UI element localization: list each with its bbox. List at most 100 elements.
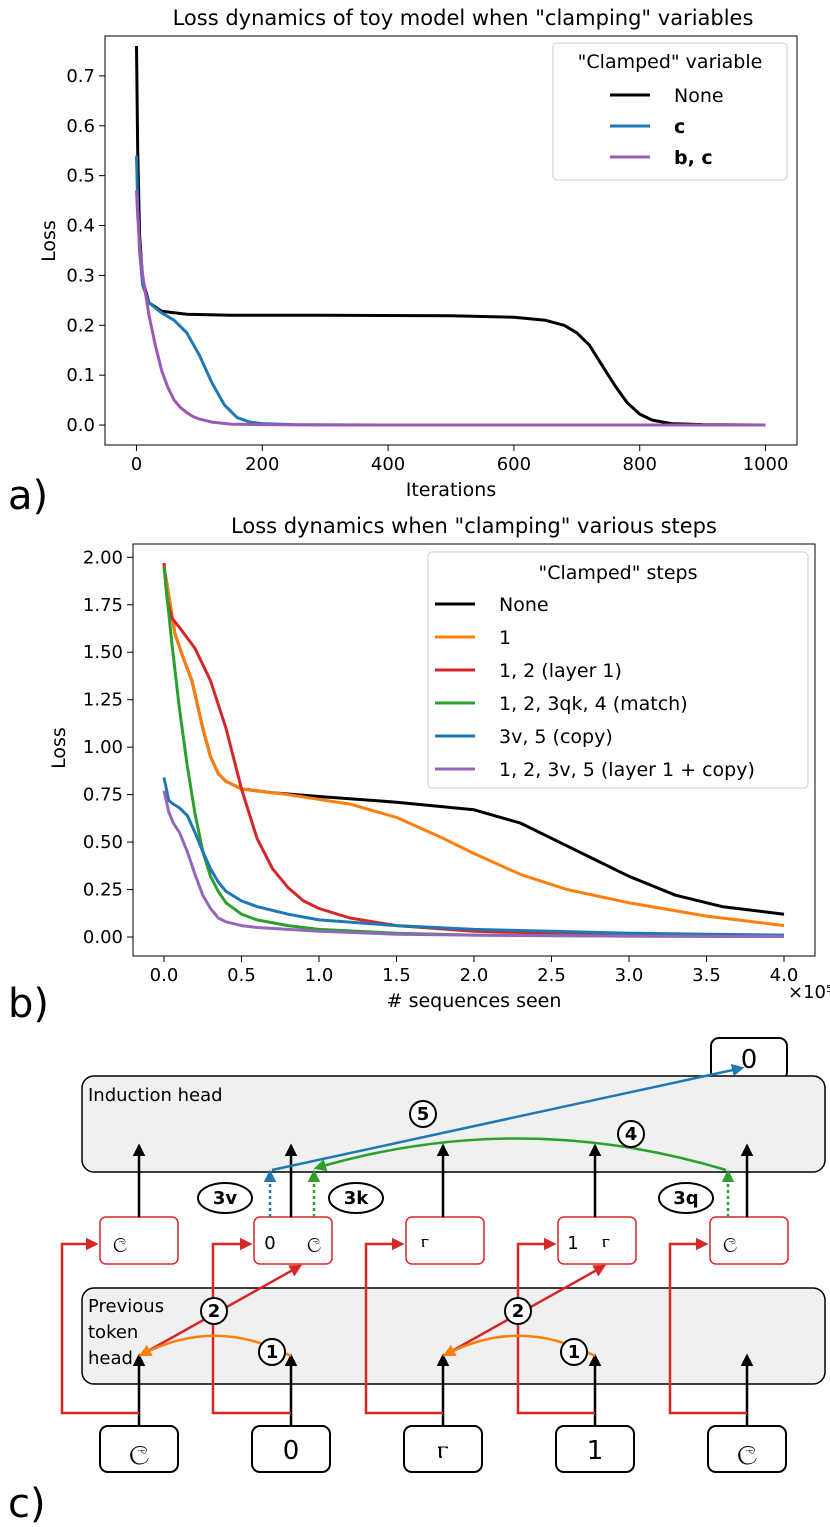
input-token-3: 1 xyxy=(555,1425,635,1473)
badge-step1-right-text: 1 xyxy=(568,1342,581,1363)
chart-b-xtick-label: 4.0 xyxy=(770,965,799,986)
chart-b-xtick-label: 0.5 xyxy=(227,965,256,986)
chart-b-ytick-label: 1.75 xyxy=(83,595,123,616)
chart-b-legend-title: "Clamped" steps xyxy=(538,562,697,584)
badge-step4-text: 4 xyxy=(625,1124,638,1145)
chart-a-xlabel: Iterations xyxy=(406,479,497,501)
chart-b-xtick-label: 1.0 xyxy=(305,965,334,986)
chart-a-xtick-label: 200 xyxy=(245,454,279,475)
induction-head-label: Induction head xyxy=(88,1085,223,1106)
prev-head-label-1: Previous xyxy=(88,1296,164,1317)
chart-b-ylabel: Loss xyxy=(48,727,70,769)
chart-a-ylabel: Loss xyxy=(38,220,60,262)
middle-box-4: ල xyxy=(709,1216,789,1265)
chart-b-legend-label: None xyxy=(499,594,549,616)
badge-step2-right: 2 xyxy=(504,1297,532,1325)
input-token-0: ල xyxy=(99,1425,179,1473)
chart-a-title: Loss dynamics of toy model when "clampin… xyxy=(173,6,754,30)
chart-b-xtick-label: 2.5 xyxy=(537,965,566,986)
badge-step2-right-text: 2 xyxy=(512,1301,525,1322)
middle-box-3-pos: 1 xyxy=(567,1233,578,1254)
badge-step1-left-text: 1 xyxy=(266,1342,279,1363)
chart-b-ytick-label: 2.00 xyxy=(83,547,123,568)
induction-diagram: 0 Induction head Previous token head ල 0… xyxy=(60,1037,826,1473)
chart-b-ytick-label: 0.00 xyxy=(83,927,123,948)
input-token-2-text: ⲅ xyxy=(437,1435,448,1465)
chart-a-legend-label: c xyxy=(674,116,685,138)
chart-b-legend-label: 1, 2, 3qk, 4 (match) xyxy=(499,693,688,715)
chart-a-ytick-label: 0.5 xyxy=(66,166,95,187)
chart-b-legend-label: 1, 2 (layer 1) xyxy=(499,660,622,682)
chart-a-legend-title: "Clamped" variable xyxy=(578,51,763,73)
panel-label-b: b) xyxy=(8,981,49,1027)
chart-a-ytick-label: 0.0 xyxy=(66,415,95,436)
chart-b-xlabel: # sequences seen xyxy=(387,990,562,1012)
badge-step1-left: 1 xyxy=(258,1338,286,1366)
middle-box-3: 1 ⲅ xyxy=(557,1216,637,1265)
chart-b-legend-box xyxy=(427,551,809,789)
middle-box-2-sym: ⲅ xyxy=(421,1231,429,1252)
chart-b-xtick-label: 0.0 xyxy=(150,965,179,986)
chart-b-xtick-label: 3.5 xyxy=(692,965,721,986)
chart-b-xscale: ×10⁵ xyxy=(788,982,830,1003)
badge-step2-left-text: 2 xyxy=(208,1301,221,1322)
chart-b-xtick-label: 1.5 xyxy=(382,965,411,986)
input-token-4-text: ල xyxy=(737,1435,757,1465)
chart-b-series-line xyxy=(162,566,785,928)
chart-a-xtick-label: 800 xyxy=(623,454,657,475)
middle-box-1-sym: ල xyxy=(307,1231,321,1252)
middle-box-2: ⲅ xyxy=(405,1216,485,1265)
oval-3v: 3v xyxy=(197,1182,253,1214)
chart-b-legend-label: 1 xyxy=(499,627,511,649)
chart-a-legend-box xyxy=(552,42,788,181)
middle-box-1-pos: 0 xyxy=(264,1233,275,1254)
chart-a-series-line xyxy=(135,190,766,427)
chart-a-legend-label: None xyxy=(674,85,724,107)
middle-box-4-sym: ල xyxy=(723,1231,737,1252)
chart-b-xtick-label: 3.0 xyxy=(615,965,644,986)
chart-a-xtick-label: 1000 xyxy=(743,454,789,475)
middle-arrows xyxy=(132,1143,754,1217)
badge-step2-left: 2 xyxy=(200,1297,228,1325)
chart-b-ytick-label: 1.00 xyxy=(83,737,123,758)
chart-b-series-line xyxy=(162,777,785,937)
middle-box-3-sym: ⲅ xyxy=(602,1231,610,1252)
chart-a-ytick-label: 0.1 xyxy=(66,365,95,386)
output-token: 0 xyxy=(741,1045,758,1075)
chart-a-xtick-label: 600 xyxy=(497,454,531,475)
previous-token-head-box xyxy=(81,1287,826,1385)
input-token-1: 0 xyxy=(251,1425,331,1473)
input-token-2: ⲅ xyxy=(403,1425,483,1473)
chart-a-legend-label: b, c xyxy=(674,147,713,169)
panel-label-a: a) xyxy=(8,473,48,519)
prev-head-label-2: token xyxy=(88,1322,138,1343)
badge-step1-right: 1 xyxy=(560,1338,588,1366)
chart-b-series-line xyxy=(162,790,785,938)
induction-head-box xyxy=(81,1075,826,1173)
input-token-1-text: 0 xyxy=(283,1436,300,1466)
chart-a-ytick-label: 0.3 xyxy=(66,265,95,286)
oval-3v-text: 3v xyxy=(213,1188,238,1209)
chart-b-xtick-label: 2.0 xyxy=(460,965,489,986)
chart-b-ytick-label: 1.25 xyxy=(83,690,123,711)
chart-a-frame xyxy=(104,35,798,446)
badge-step4: 4 xyxy=(617,1120,645,1148)
prev-head-label-3: head xyxy=(88,1348,133,1369)
chart-b-legend-label: 3v, 5 (copy) xyxy=(499,726,613,748)
chart-b-ytick-label: 0.50 xyxy=(83,832,123,853)
chart-a-ytick-label: 0.7 xyxy=(66,66,95,87)
chart-a-xtick-label: 400 xyxy=(371,454,405,475)
middle-box-1: 0 ල xyxy=(253,1216,333,1265)
chart-a-ytick-label: 0.6 xyxy=(66,116,95,137)
oval-3q: 3q xyxy=(658,1182,714,1214)
badge-step5: 5 xyxy=(409,1100,437,1128)
chart-a-series-line xyxy=(135,155,766,427)
chart-a-ytick-label: 0.2 xyxy=(66,315,95,336)
middle-box-0: ල xyxy=(99,1216,179,1265)
oval-3k: 3k xyxy=(328,1182,384,1214)
oval-3q-text: 3q xyxy=(673,1188,698,1209)
chart-b-ytick-label: 1.50 xyxy=(83,642,123,663)
input-token-4: ල xyxy=(707,1425,787,1473)
chart-b-ytick-label: 0.25 xyxy=(83,880,123,901)
